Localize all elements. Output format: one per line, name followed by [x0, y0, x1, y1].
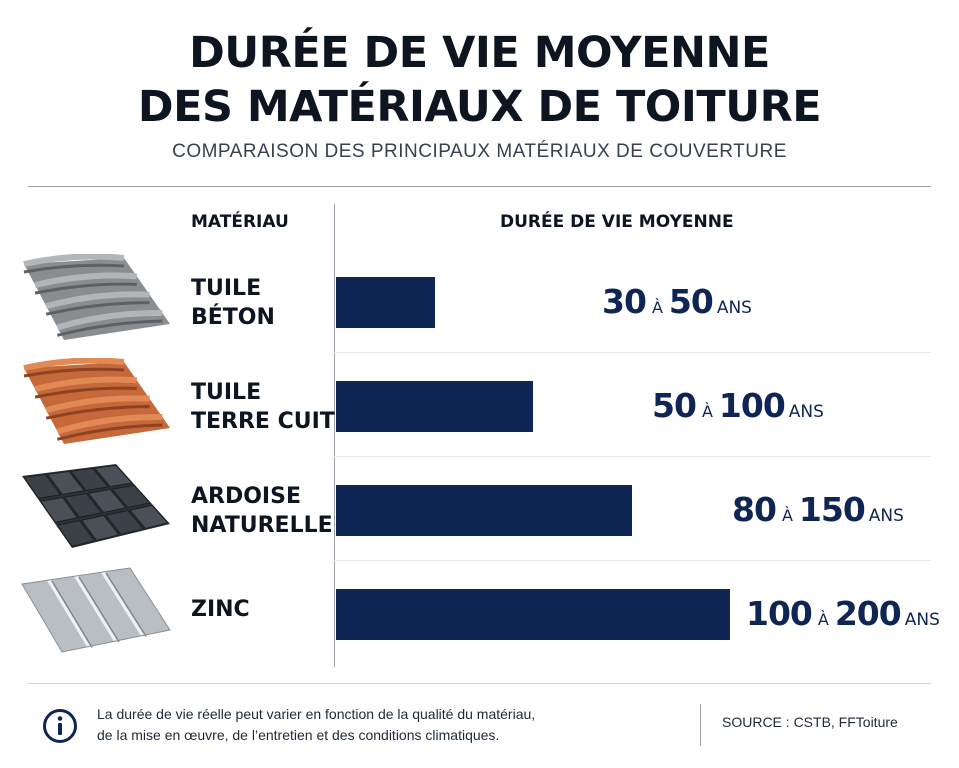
range-max: 150: [798, 490, 866, 529]
category-label: ZINC: [191, 595, 250, 624]
unit-label: ANS: [716, 298, 752, 318]
info-icon: [43, 709, 77, 743]
data-label: 50 À 100 ANS: [652, 386, 824, 425]
data-label: 30 À 50 ANS: [602, 282, 752, 321]
top-divider: [28, 186, 931, 187]
range-separator: À: [701, 402, 713, 421]
zinc-sheet-icon: [21, 567, 171, 653]
footnote-line-1: La durée de vie réelle peut varier en fo…: [97, 706, 536, 722]
concrete-tile-icon: [23, 254, 170, 340]
category-label-line: NATURELLE: [191, 513, 333, 538]
footnote: La durée de vie réelle peut varier en fo…: [97, 704, 535, 746]
category-label-line: BÉTON: [191, 305, 275, 330]
unit-label: ANS: [788, 402, 824, 422]
range-min: 30: [602, 282, 647, 321]
header-material: MATÉRIAU: [191, 212, 289, 232]
bar: [336, 589, 730, 640]
slate-icon: [22, 464, 170, 548]
row-separator: [334, 456, 931, 457]
range-separator: À: [781, 506, 793, 525]
category-label: ARDOISE NATURELLE: [191, 482, 333, 540]
chart-subtitle: COMPARAISON DES PRINCIPAUX MATÉRIAUX DE …: [172, 141, 787, 162]
range-min: 50: [652, 386, 697, 425]
unit-label: ANS: [904, 610, 940, 630]
range-min: 100: [746, 594, 813, 633]
bar: [336, 485, 632, 536]
terracotta-tile-icon: [23, 358, 170, 444]
range-max: 100: [718, 386, 786, 425]
footer-divider: [700, 704, 701, 746]
bar: [336, 381, 533, 432]
chart-title: DURÉE DE VIE MOYENNE DES MATÉRIAUX DE TO…: [0, 26, 959, 134]
bar: [336, 277, 435, 328]
header-duration: DURÉE DE VIE MOYENNE: [500, 212, 734, 232]
range-min: 80: [732, 490, 777, 529]
category-label-line: TUILE: [191, 380, 262, 405]
footnote-line-2: de la mise en œuvre, de l’entretien et d…: [97, 727, 500, 743]
row-separator: [334, 560, 931, 561]
column-divider: [334, 204, 335, 667]
range-max: 50: [668, 282, 714, 321]
data-label: 80 À 150 ANS: [732, 490, 904, 529]
unit-label: ANS: [868, 506, 904, 526]
title-line-2: DES MATÉRIAUX DE TOITURE: [137, 82, 822, 132]
category-label-line: ARDOISE: [191, 484, 301, 509]
category-label: TUILE BÉTON: [191, 274, 275, 332]
source-label: SOURCE : CSTB, FFToiture: [722, 714, 898, 730]
row-separator: [334, 352, 931, 353]
bottom-divider: [28, 683, 931, 684]
category-label-line: ZINC: [191, 597, 250, 622]
range-separator: À: [817, 610, 829, 629]
category-label: TUILE TERRE CUITE: [191, 378, 350, 436]
data-label: 100 À 200 ANS: [746, 594, 940, 633]
category-label-line: TERRE CUITE: [191, 409, 350, 434]
range-max: 200: [834, 594, 902, 633]
title-line-1: DURÉE DE VIE MOYENNE: [189, 28, 770, 78]
category-label-line: TUILE: [191, 276, 262, 301]
range-separator: À: [651, 298, 663, 317]
